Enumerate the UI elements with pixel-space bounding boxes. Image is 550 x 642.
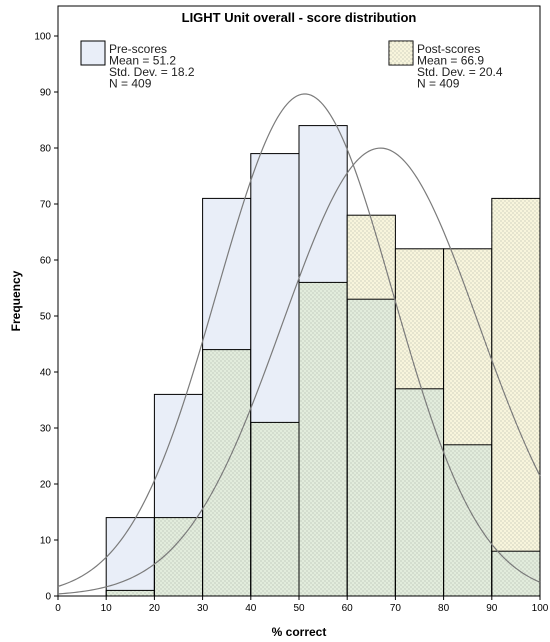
y-tick-label: 0 bbox=[45, 592, 51, 603]
x-tick-label: 0 bbox=[55, 603, 61, 614]
x-tick-label: 90 bbox=[486, 603, 498, 614]
bar-overlap-texture bbox=[347, 299, 396, 596]
bar-overlap-texture bbox=[491, 551, 540, 596]
x-tick-label: 50 bbox=[293, 603, 305, 614]
bar-overlap-texture bbox=[154, 517, 203, 596]
y-tick-label: 70 bbox=[40, 200, 52, 211]
post-normal-curve bbox=[57, 147, 541, 595]
pre-legend-text: N = 409 bbox=[109, 77, 152, 91]
y-tick-label: 80 bbox=[40, 144, 52, 155]
post-legend-text: N = 409 bbox=[417, 77, 460, 91]
x-axis-label: % correct bbox=[272, 625, 327, 639]
y-axis-label: Frequency bbox=[9, 270, 23, 331]
x-tick-label: 40 bbox=[245, 603, 257, 614]
x-tick-label: 10 bbox=[101, 603, 113, 614]
bar-pre-extra bbox=[250, 153, 299, 423]
bar-overlap-texture bbox=[106, 590, 155, 596]
pre-normal-curve bbox=[57, 93, 541, 587]
y-tick-label: 60 bbox=[40, 256, 52, 267]
y-tick-label: 50 bbox=[40, 312, 52, 323]
pre-legend-text: Mean = 51.2 bbox=[109, 54, 176, 68]
post-legend-swatch-texture bbox=[389, 41, 413, 65]
bar-post-texture bbox=[395, 248, 444, 389]
bar-overlap-texture bbox=[443, 444, 492, 596]
post-legend-text: Std. Dev. = 20.4 bbox=[417, 65, 503, 79]
post-legend-text: Mean = 66.9 bbox=[417, 54, 484, 68]
pre-legend-text: Std. Dev. = 18.2 bbox=[109, 65, 195, 79]
x-tick-label: 70 bbox=[390, 603, 402, 614]
pre-legend-swatch bbox=[80, 40, 106, 66]
bar-post-texture bbox=[491, 198, 540, 552]
bar-overlap-texture bbox=[250, 422, 299, 596]
x-tick-label: 20 bbox=[149, 603, 161, 614]
y-tick-label: 30 bbox=[40, 424, 52, 435]
post-legend-text: Post-scores bbox=[417, 42, 480, 56]
x-tick-label: 60 bbox=[342, 603, 354, 614]
bar-pre-extra bbox=[202, 198, 251, 350]
bar-post-outline bbox=[491, 197, 541, 597]
x-tick-label: 100 bbox=[532, 603, 549, 614]
x-tick-label: 80 bbox=[438, 603, 450, 614]
y-tick-label: 100 bbox=[34, 32, 51, 43]
chart-title: LIGHT Unit overall - score distribution bbox=[182, 10, 417, 25]
bar-overlap-texture bbox=[395, 388, 444, 596]
y-tick-label: 40 bbox=[40, 368, 52, 379]
bar-overlap-texture bbox=[202, 349, 251, 596]
y-tick-label: 90 bbox=[40, 88, 52, 99]
y-tick-label: 10 bbox=[40, 536, 52, 547]
pre-legend-text: Pre-scores bbox=[109, 42, 167, 56]
bar-pre-extra bbox=[154, 394, 203, 518]
bar-post-texture bbox=[443, 248, 492, 445]
y-tick-label: 20 bbox=[40, 480, 52, 491]
bar-post-texture bbox=[347, 215, 396, 300]
bar-overlap-texture bbox=[299, 282, 348, 596]
bar-pre-extra bbox=[106, 517, 155, 591]
x-tick-label: 30 bbox=[197, 603, 209, 614]
